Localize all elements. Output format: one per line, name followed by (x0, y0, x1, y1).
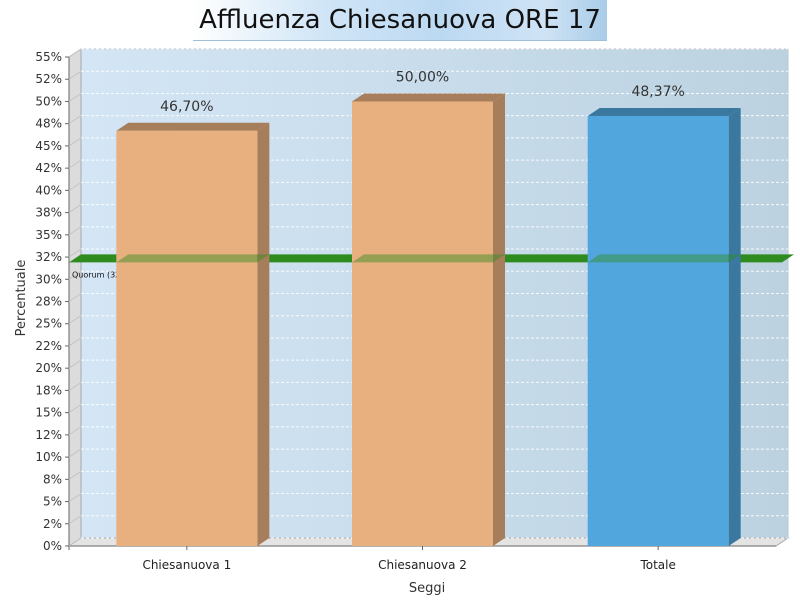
bar-side (728, 107, 741, 547)
y-tick-label: 50% (35, 94, 62, 108)
bar-side (257, 122, 270, 546)
y-tick-label: 2% (43, 517, 62, 531)
bar-front (116, 130, 258, 546)
data-label: 50,00% (396, 69, 449, 85)
bar-3 (587, 107, 741, 547)
category-label: Chiesanuova 1 (142, 558, 231, 572)
grid-line-side (68, 426, 82, 436)
y-tick-label: 32% (35, 250, 62, 264)
quorum-label: Quorum (32%) (72, 270, 131, 279)
bar-top (587, 107, 741, 116)
grid-line-side (68, 181, 82, 191)
grid-line-side (68, 159, 82, 169)
bar-top (116, 122, 270, 131)
data-label: 46,70% (160, 99, 213, 115)
data-label: 48,37% (631, 84, 684, 100)
grid-line-side (68, 493, 82, 502)
x-axis-title: Seggi (409, 581, 445, 596)
grid-line-side (68, 381, 82, 391)
bar-front (587, 115, 729, 547)
grid-line-side (68, 448, 82, 458)
y-tick-label: 42% (35, 161, 62, 175)
grid-line-side (68, 315, 82, 325)
chart-title: Affluenza Chiesanuova ORE 17 (193, 0, 607, 41)
y-tick-label: 12% (35, 428, 62, 442)
y-tick-label: 30% (35, 272, 62, 286)
grid-line-side (68, 293, 82, 302)
quorum-line-overlay (587, 254, 741, 263)
y-tick-label: 18% (35, 383, 62, 397)
y-axis-title: Percentuale (14, 260, 29, 337)
grid-line-side (68, 404, 82, 414)
y-tick-label: 38% (35, 206, 62, 220)
y-tick-label: 8% (43, 472, 62, 486)
bar-front (352, 101, 493, 547)
grid-line-side (68, 515, 82, 525)
bar-top (352, 93, 505, 102)
bar-1 (116, 122, 270, 546)
y-tick-label: 52% (35, 72, 62, 86)
quorum-line-overlay (116, 254, 270, 263)
quorum-line-overlay (352, 254, 505, 263)
category-label: Totale (639, 558, 675, 572)
grid-line-side (68, 270, 82, 280)
grid-line-side (68, 137, 82, 147)
y-tick-label: 35% (35, 228, 62, 242)
grid-line-side (68, 70, 82, 80)
bar-side (493, 93, 505, 547)
grid-line-side (68, 226, 82, 236)
y-tick-label: 40% (35, 183, 62, 197)
grid-line-side (68, 359, 82, 369)
y-tick-label: 10% (35, 450, 62, 464)
y-tick-label: 55% (35, 50, 62, 64)
y-tick-label: 22% (35, 339, 62, 353)
grid-line-side (68, 537, 82, 547)
y-tick-label: 48% (35, 117, 62, 131)
y-tick-label: 25% (35, 317, 62, 331)
grid-line-side (68, 470, 82, 480)
bar-2 (352, 93, 505, 547)
grid-line-side (68, 204, 82, 214)
grid-line-side (68, 48, 82, 58)
grid-line-side (68, 115, 82, 125)
category-label: Chiesanuova 2 (378, 558, 467, 572)
y-tick-label: 0% (43, 539, 62, 553)
y-tick-label: 15% (35, 406, 62, 420)
grid-line-side (68, 337, 82, 347)
y-tick-label: 45% (35, 139, 62, 153)
y-tick-label: 5% (43, 495, 62, 509)
grid-line-side (68, 248, 82, 258)
y-tick-label: 20% (35, 361, 62, 375)
grid-line-side (68, 93, 82, 102)
y-tick-label: 28% (35, 295, 62, 309)
